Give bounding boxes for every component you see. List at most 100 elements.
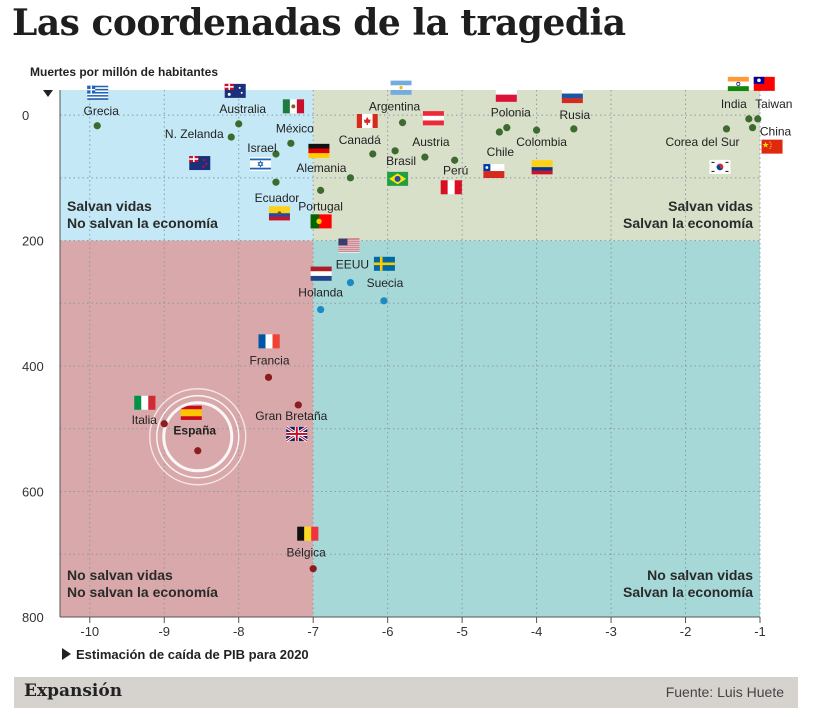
quadrant-label: Salvan la economía (623, 584, 753, 600)
point-suecia (380, 297, 388, 305)
quadrant-label: No salvan la economía (67, 584, 218, 600)
spain-highlight-ring (149, 388, 247, 486)
point-label-corea-del-sur: Corea del Sur (665, 135, 739, 149)
point-label-rusia: Rusia (559, 108, 590, 122)
point-chile (495, 128, 503, 136)
point-gran-bretana (294, 401, 302, 409)
suecia-flag-icon (373, 256, 395, 271)
x-tick-label: -5 (456, 624, 468, 639)
point-china (748, 124, 757, 132)
point-label-china: China (760, 125, 792, 139)
point-label-taiwan: Taiwan (755, 97, 792, 111)
x-tick-label: -1 (754, 624, 766, 639)
point-belgica (309, 565, 317, 573)
point-rusia (570, 125, 578, 133)
brand-logo: Expansión (24, 681, 123, 701)
x-tick-label: -3 (605, 624, 617, 639)
holanda-flag-icon (310, 266, 332, 281)
quadrant-label: No salvan la economía (67, 215, 218, 231)
data-points (93, 115, 762, 573)
rusia-flag-icon (561, 88, 583, 104)
quadrant-label: Salvan vidas (67, 198, 152, 214)
point-label-india: India (721, 97, 747, 111)
x-axis-arrow-icon (62, 648, 71, 660)
taiwan-flag-icon (753, 76, 775, 91)
portugal-flag-icon (310, 214, 332, 229)
point-label-peru: Perú (443, 163, 468, 177)
point-label-suecia: Suecia (367, 276, 404, 290)
point-india (745, 115, 753, 123)
point-austria (421, 153, 429, 161)
point-taiwan (754, 115, 762, 123)
ecuador-flag-icon (268, 206, 290, 221)
point-eeuu (346, 279, 355, 287)
point-colombia (532, 126, 541, 134)
flag-icons (87, 76, 783, 541)
point-label-espana: España (173, 424, 216, 438)
point-italia (160, 420, 168, 428)
corea-del-sur-flag-icon (709, 159, 731, 174)
x-tick-label: -10 (80, 624, 99, 639)
spain-highlight-ring (162, 401, 234, 473)
x-tick-label: -7 (307, 624, 319, 639)
francia-flag-icon (258, 334, 280, 349)
point-label-australia: Australia (219, 102, 266, 116)
point-label-israel: Israel (247, 141, 276, 155)
quadrant-label: No salvan vidas (67, 567, 173, 583)
eeuu-flag-icon (338, 238, 360, 253)
point-label-francia: Francia (250, 353, 290, 367)
point-polonia (503, 124, 511, 132)
point-label-grecia: Grecia (84, 104, 120, 118)
peru-flag-icon (440, 180, 462, 195)
x-tick-label: -4 (531, 624, 543, 639)
point-corea-del-sur (722, 125, 731, 133)
italia-flag-icon (134, 395, 156, 410)
point-label-colombia: Colombia (516, 135, 567, 149)
n-zelanda-flag-icon (189, 156, 211, 171)
point-mexico (287, 139, 295, 147)
point-australia (235, 120, 243, 128)
x-tick-label: -9 (158, 624, 170, 639)
israel-flag-icon (249, 156, 271, 171)
quadrant-label: Salvan vidas (668, 198, 753, 214)
point-label-canada: Canadá (339, 133, 381, 147)
china-flag-icon (761, 139, 783, 154)
x-tick-label: -2 (680, 624, 692, 639)
point-grecia (93, 122, 101, 130)
polonia-flag-icon (495, 87, 517, 102)
point-label-n-zelanda: N. Zelanda (165, 127, 224, 141)
quadrant-label: No salvan vidas (647, 567, 753, 583)
point-label-portugal: Portugal (298, 199, 343, 213)
gran-bretana-flag-icon (285, 425, 309, 443)
point-holanda (317, 305, 325, 314)
x-tick-label: -8 (233, 624, 245, 639)
mexico-flag-icon (282, 99, 305, 114)
quadrant-backgrounds (60, 90, 760, 618)
point-label-mexico: México (276, 121, 314, 135)
point-israel (272, 150, 280, 158)
point-label-austria: Austria (412, 135, 450, 149)
point-brasil (391, 147, 399, 155)
quadrant-label: Salvan la economía (623, 215, 753, 231)
point-ecuador (272, 178, 280, 186)
y-axis-arrow-icon (43, 90, 53, 97)
point-label-holanda: Holanda (298, 286, 343, 300)
point-label-chile: Chile (487, 145, 515, 159)
colombia-flag-icon (531, 160, 553, 175)
point-label-eeuu: EEUU (336, 258, 369, 272)
india-flag-icon (727, 76, 749, 92)
spain-highlight-ring (156, 395, 240, 479)
footer-bar: Expansión Fuente: Luis Huete (14, 677, 798, 708)
point-peru (451, 156, 459, 164)
point-label-alemania: Alemania (296, 161, 346, 175)
y-tick-label: 200 (22, 234, 44, 249)
point-n-zelanda (227, 133, 235, 141)
point-canada (369, 150, 377, 158)
point-label-ecuador: Ecuador (255, 191, 300, 205)
point-alemania (346, 174, 355, 182)
point-label-italia: Italia (132, 413, 158, 427)
x-axis-title: Estimación de caída de PIB para 2020 (76, 647, 309, 662)
